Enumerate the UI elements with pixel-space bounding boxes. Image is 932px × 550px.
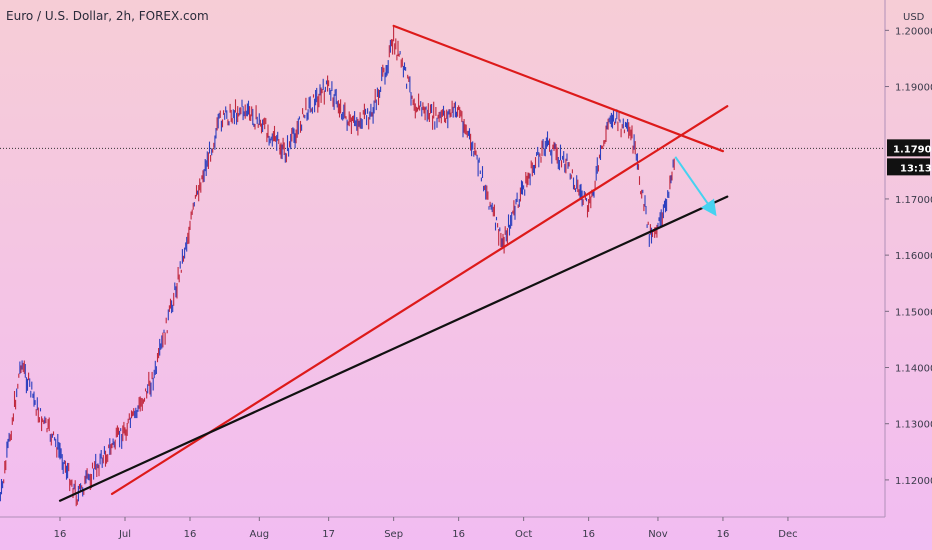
price-axis[interactable]: 1.20000 1.19000 1.17000 1.16000 1.15000 1.140… — [884, 0, 932, 517]
time-tick-label: Jul — [118, 529, 131, 540]
time-tick-label: 16 — [582, 529, 595, 540]
time-tick-label: Sep — [384, 529, 403, 540]
chart-title: Euro / U.S. Dollar, 2h, FOREX.com — [6, 9, 209, 23]
countdown-tag — [887, 158, 930, 176]
price-tick-label: 1.17000 — [895, 195, 932, 206]
resistance-trendline-1[interactable] — [392, 24, 725, 153]
price-tick-label: 1.20000 — [895, 26, 932, 37]
time-tick-label: Dec — [778, 529, 797, 540]
price-tick-label: 1.12000 — [895, 476, 932, 487]
time-tick-label: Oct — [515, 529, 532, 540]
time-tick-label: 16 — [452, 529, 465, 540]
support-trendline[interactable] — [58, 195, 729, 502]
time-axis[interactable]: 16 Jul 16 Aug 17 Sep 16 Oct 16 Nov 16 Dec — [0, 516, 885, 540]
time-tick-label: Aug — [250, 529, 270, 540]
price-tick-label: 1.15000 — [895, 307, 932, 318]
time-tick-label: 16 — [184, 529, 197, 540]
time-tick-label: 16 — [717, 529, 730, 540]
time-tick-label: 17 — [322, 529, 335, 540]
price-tick-label: 1.14000 — [895, 364, 932, 375]
currency-label: USD — [903, 12, 925, 23]
price-bars — [0, 26, 675, 507]
countdown-value: 13:13 — [900, 163, 932, 174]
price-tick-label: 1.13000 — [895, 420, 932, 431]
plot-area — [0, 24, 885, 507]
time-tick-label: Nov — [648, 529, 668, 540]
last-price-value: 1.17900 — [893, 144, 932, 155]
price-tick-label: 1.16000 — [895, 251, 932, 262]
time-tick-label: 16 — [54, 529, 67, 540]
price-tick-label: 1.19000 — [895, 83, 932, 94]
last-price-tag — [887, 139, 930, 157]
forecast-arrow[interactable] — [674, 156, 717, 217]
